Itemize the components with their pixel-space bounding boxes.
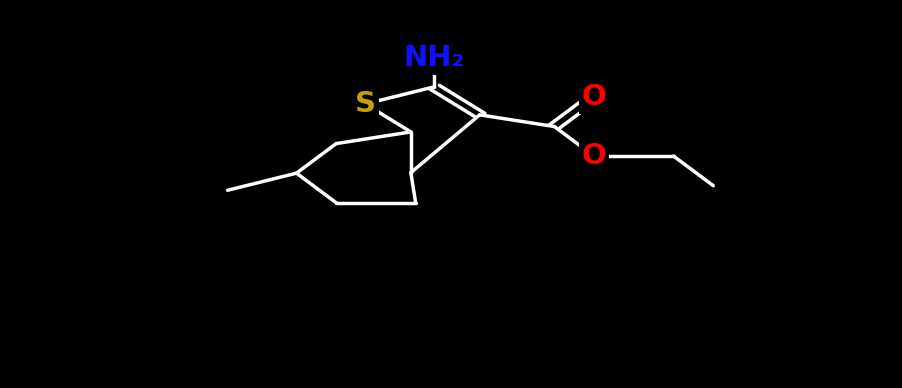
Text: S: S xyxy=(354,90,375,118)
Text: NH₂: NH₂ xyxy=(403,44,465,72)
Text: O: O xyxy=(581,83,606,111)
Text: O: O xyxy=(581,142,606,170)
